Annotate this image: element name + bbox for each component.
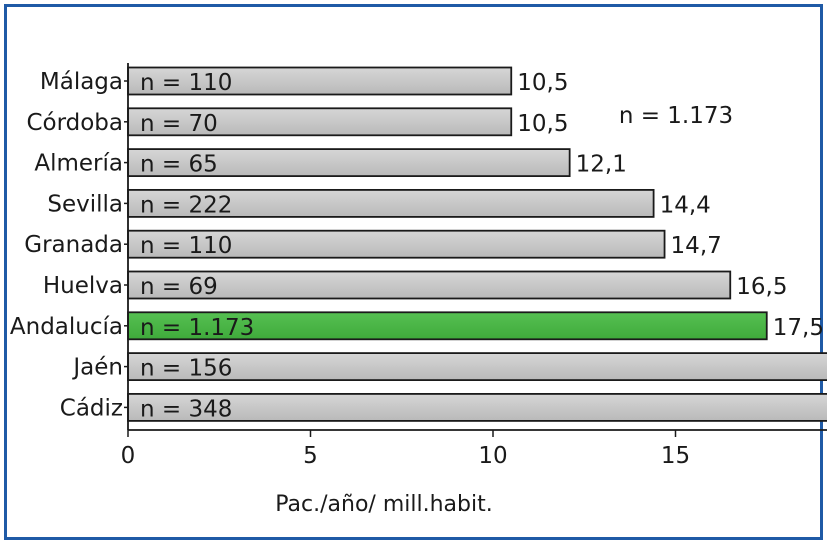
x-tick-label: 0 (121, 443, 136, 469)
value-label-almeria: 12,1 (576, 152, 627, 178)
bar-sevilla (127, 188, 655, 218)
bar-count-label-malaga: n = 110 (140, 70, 232, 96)
x-axis-title: Pac./año/ mill.habit. (275, 492, 492, 517)
bar-almeria (127, 148, 571, 178)
category-label-huelva: Huelva (43, 273, 123, 299)
bar-count-label-granada: n = 110 (140, 233, 232, 259)
bar-count-label-huelva: n = 69 (140, 274, 218, 300)
category-label-cadiz: Cádiz (60, 395, 123, 421)
category-label-sevilla: Sevilla (47, 191, 123, 217)
bar-cordoba (127, 107, 513, 137)
value-label-cordoba: 10,5 (517, 111, 568, 137)
bar-cadiz (127, 392, 827, 422)
bar-count-label-cadiz: n = 348 (140, 396, 232, 422)
total-annotation: n = 1.173 (619, 103, 733, 129)
value-label-granada: 14,7 (671, 233, 722, 259)
bar-jaen (127, 352, 827, 382)
bar-count-label-sevilla: n = 222 (140, 192, 232, 218)
category-label-jaen: Jaén (71, 355, 123, 381)
bar-count-label-almeria: n = 65 (140, 152, 218, 178)
bar-malaga (127, 66, 513, 96)
value-label-huelva: 16,5 (736, 274, 787, 300)
value-label-andalucia: 17,5 (773, 315, 824, 341)
bar-andalucia (127, 311, 768, 341)
bar-count-label-andalucia: n = 1.173 (140, 315, 254, 341)
x-tick-label: 5 (303, 443, 318, 469)
value-label-malaga: 10,5 (517, 70, 568, 96)
bar-count-label-cordoba: n = 70 (140, 111, 218, 137)
category-label-granada: Granada (24, 232, 123, 258)
category-label-andalucia: Andalucía (10, 314, 123, 340)
bar-huelva (127, 270, 732, 300)
value-label-sevilla: 14,4 (660, 192, 711, 218)
x-tick-label: 10 (478, 443, 507, 469)
category-label-cordoba: Córdoba (26, 110, 123, 136)
category-label-malaga: Málaga (40, 69, 123, 95)
bar-count-label-jaen: n = 156 (140, 356, 232, 382)
x-tick-label: 15 (661, 443, 690, 469)
category-label-almeria: Almería (34, 151, 123, 177)
